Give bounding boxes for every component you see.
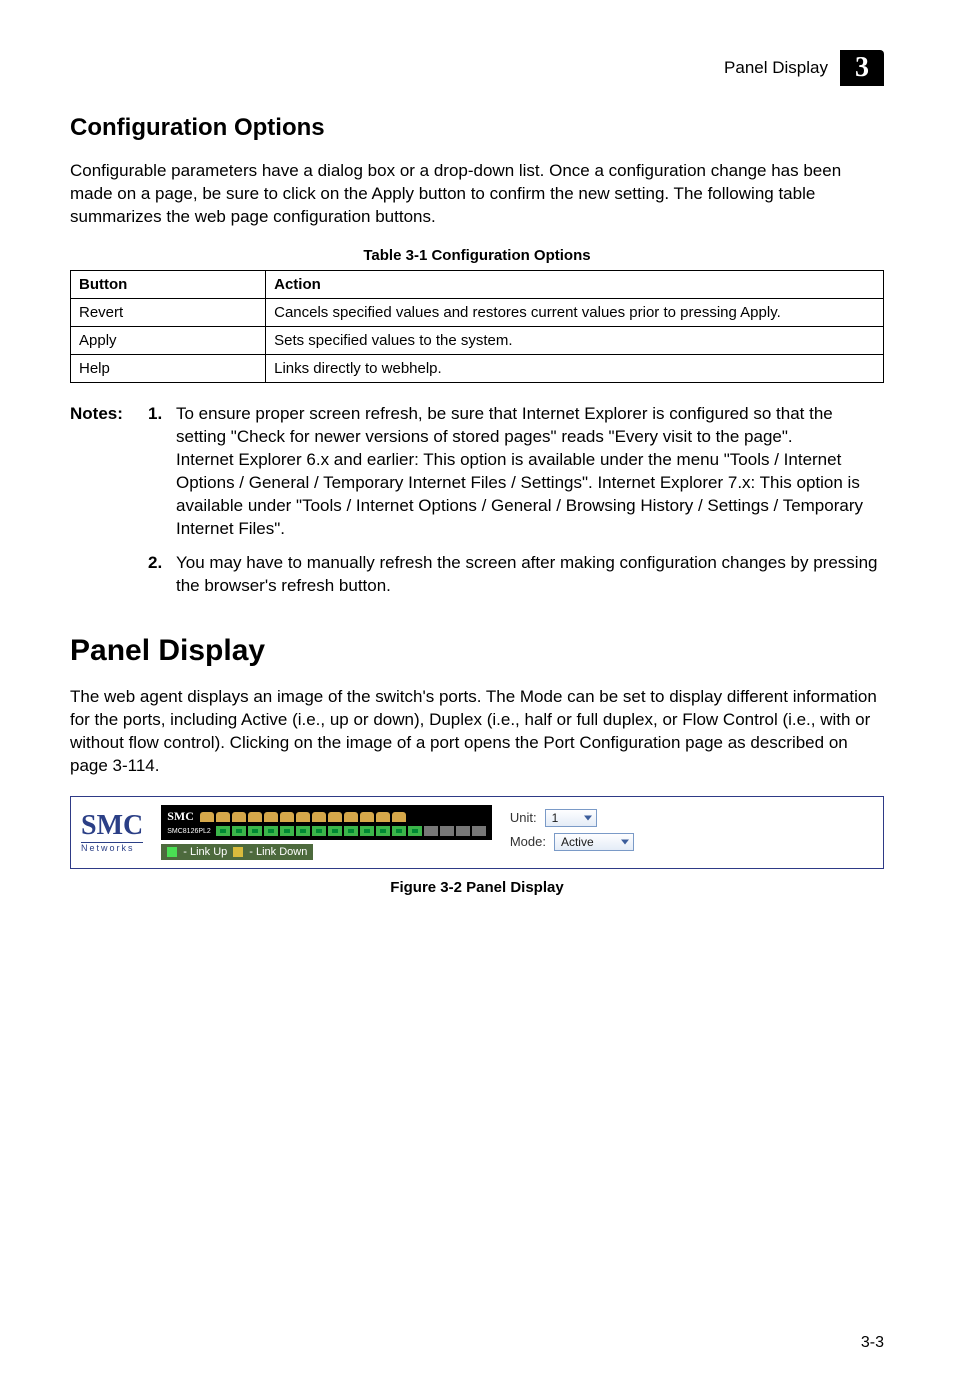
cell-action: Sets specified values to the system. bbox=[266, 326, 884, 354]
port-icon[interactable] bbox=[392, 812, 406, 822]
config-options-intro: Configurable parameters have a dialog bo… bbox=[70, 160, 884, 229]
port-icon[interactable] bbox=[344, 826, 358, 836]
port-icon[interactable] bbox=[232, 826, 246, 836]
note-para: Internet Explorer 6.x and earlier: This … bbox=[176, 450, 863, 538]
notes-block: Notes: 1. To ensure proper screen refres… bbox=[70, 403, 884, 599]
legend: - Link Up - Link Down bbox=[161, 844, 313, 860]
port-icon[interactable] bbox=[200, 812, 214, 822]
legend-link-down: - Link Down bbox=[249, 846, 307, 858]
config-options-table: Button Action Revert Cancels specified v… bbox=[70, 270, 884, 383]
note-text: To ensure proper screen refresh, be sure… bbox=[176, 403, 884, 541]
table-header-row: Button Action bbox=[71, 270, 884, 298]
note-number: 2. bbox=[148, 552, 176, 598]
port-icon[interactable] bbox=[328, 812, 342, 822]
link-up-swatch-icon bbox=[167, 847, 177, 857]
note-text: You may have to manually refresh the scr… bbox=[176, 552, 884, 598]
switch-brand: SMC bbox=[167, 809, 198, 824]
unit-label: Unit: bbox=[510, 810, 537, 825]
table-row: Revert Cancels specified values and rest… bbox=[71, 298, 884, 326]
port-icon[interactable] bbox=[312, 826, 326, 836]
port-icon[interactable] bbox=[248, 812, 262, 822]
port-icon[interactable] bbox=[280, 826, 294, 836]
port-icon[interactable] bbox=[440, 826, 454, 836]
port-icon[interactable] bbox=[392, 826, 406, 836]
port-icon[interactable] bbox=[264, 826, 278, 836]
link-down-swatch-icon bbox=[233, 847, 243, 857]
controls-block: Unit: 1 Mode: Active bbox=[510, 809, 634, 857]
port-icon[interactable] bbox=[376, 812, 390, 822]
port-icon[interactable] bbox=[344, 812, 358, 822]
cell-button: Revert bbox=[71, 298, 266, 326]
config-options-heading: Configuration Options bbox=[70, 114, 884, 142]
port-icon[interactable] bbox=[312, 812, 326, 822]
notes-label: Notes: bbox=[70, 403, 148, 541]
logo-block: SMC Networks bbox=[81, 812, 143, 853]
port-icon[interactable] bbox=[216, 826, 230, 836]
port-icon[interactable] bbox=[248, 826, 262, 836]
smc-logo-sub: Networks bbox=[81, 843, 143, 853]
mode-select[interactable]: Active bbox=[554, 833, 634, 851]
chapter-number-badge: 3 bbox=[840, 50, 884, 86]
table-row: Apply Sets specified values to the syste… bbox=[71, 326, 884, 354]
port-icon[interactable] bbox=[360, 826, 374, 836]
figure-caption: Figure 3-2 Panel Display bbox=[70, 879, 884, 896]
switch-model: SMC8126PL2 bbox=[167, 828, 214, 835]
cell-action: Links directly to webhelp. bbox=[266, 354, 884, 382]
port-icon[interactable] bbox=[424, 826, 438, 836]
port-icon[interactable] bbox=[264, 812, 278, 822]
page-number: 3-3 bbox=[861, 1334, 884, 1352]
port-icon[interactable] bbox=[280, 812, 294, 822]
port-icon[interactable] bbox=[360, 812, 374, 822]
port-icon[interactable] bbox=[456, 826, 470, 836]
legend-link-up: - Link Up bbox=[183, 846, 227, 858]
panel-figure: SMC Networks SMC bbox=[70, 796, 884, 869]
cell-button: Help bbox=[71, 354, 266, 382]
unit-select[interactable]: 1 bbox=[545, 809, 597, 827]
port-icon[interactable] bbox=[328, 826, 342, 836]
port-icon[interactable] bbox=[296, 812, 310, 822]
cell-action: Cancels specified values and restores cu… bbox=[266, 298, 884, 326]
col-action: Action bbox=[266, 270, 884, 298]
mode-label: Mode: bbox=[510, 834, 546, 849]
port-icon[interactable] bbox=[472, 826, 486, 836]
port-icon[interactable] bbox=[408, 826, 422, 836]
note-para: You may have to manually refresh the scr… bbox=[176, 553, 878, 595]
notes-label-spacer bbox=[70, 552, 148, 598]
port-icon[interactable] bbox=[216, 812, 230, 822]
note-number: 1. bbox=[148, 403, 176, 541]
cell-button: Apply bbox=[71, 326, 266, 354]
running-title: Panel Display bbox=[724, 58, 828, 78]
port-icon[interactable] bbox=[296, 826, 310, 836]
panel-display-intro: The web agent displays an image of the s… bbox=[70, 686, 884, 778]
switch-image: SMC SMC8126PL2 bbox=[161, 805, 492, 840]
table-caption: Table 3-1 Configuration Options bbox=[70, 247, 884, 264]
panel-display-heading: Panel Display bbox=[70, 634, 884, 668]
col-button: Button bbox=[71, 270, 266, 298]
port-icon[interactable] bbox=[376, 826, 390, 836]
smc-logo: SMC bbox=[81, 812, 143, 843]
table-row: Help Links directly to webhelp. bbox=[71, 354, 884, 382]
note-para: To ensure proper screen refresh, be sure… bbox=[176, 404, 833, 446]
switch-graphic-block: SMC SMC8126PL2 bbox=[161, 805, 492, 860]
port-icon[interactable] bbox=[232, 812, 246, 822]
